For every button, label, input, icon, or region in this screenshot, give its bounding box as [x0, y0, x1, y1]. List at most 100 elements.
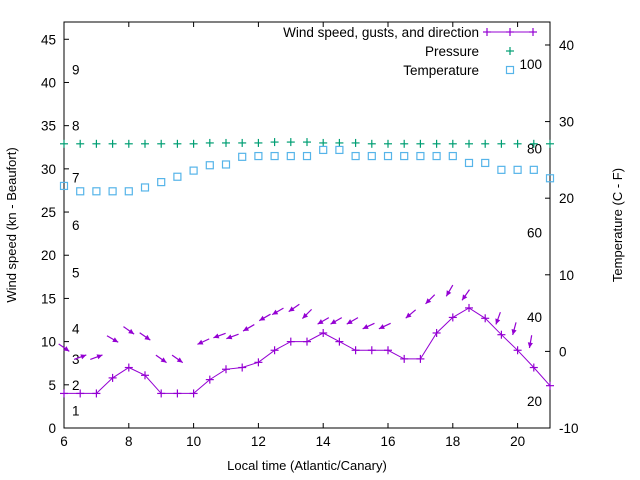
temperature-point	[108, 187, 117, 196]
pressure-point	[108, 139, 117, 148]
wind-speed-point	[432, 328, 441, 337]
wind-direction-arrow	[226, 333, 239, 340]
pressure-point	[497, 139, 506, 148]
temperature-point	[448, 151, 457, 161]
pressure-point	[416, 139, 425, 148]
wind-speed-point	[141, 371, 149, 380]
wind-speed-point	[384, 346, 392, 355]
pressure-point	[286, 138, 295, 147]
wind-speed-point	[481, 314, 490, 323]
y-tick-label: 0	[48, 421, 56, 436]
pressure-point	[513, 139, 522, 148]
legend-label: Pressure	[425, 44, 479, 59]
wind-speed-point	[124, 363, 133, 372]
wind-direction-arrow	[139, 332, 151, 341]
temperature-point	[319, 145, 328, 155]
x-tick-label: 10	[186, 434, 201, 449]
pressure-point	[173, 139, 182, 148]
beaufort-label: 9	[72, 63, 80, 78]
beaufort-label: 8	[72, 119, 80, 134]
temperature-point	[270, 151, 279, 161]
x-tick-label: 16	[380, 434, 395, 449]
temperature-point	[400, 151, 409, 161]
temperature-point	[302, 151, 312, 161]
wind-speed-point	[367, 346, 376, 355]
wind-direction-arrow	[301, 308, 313, 319]
temperature-point	[189, 166, 198, 175]
wind-direction-arrow	[90, 354, 103, 360]
temperature-point	[335, 145, 344, 155]
wind-direction-arrow	[527, 335, 533, 349]
y-tick-label: 20	[41, 248, 56, 263]
legend-marker	[529, 28, 537, 36]
beaufort-label: 7	[72, 170, 80, 185]
temperature-point	[432, 151, 441, 161]
wind-speed-point	[448, 313, 457, 322]
x-tick-label: 18	[445, 434, 460, 449]
temperature-point	[157, 178, 166, 187]
wind-direction-arrow	[330, 317, 343, 325]
temperature-point	[383, 151, 393, 161]
wind-speed-point	[92, 389, 101, 398]
wind-direction-arrow	[171, 354, 184, 364]
wind-speed-point	[400, 354, 409, 363]
pressure-point	[367, 139, 376, 148]
wind-speed-point	[254, 358, 263, 367]
wind-speed-point	[189, 389, 198, 398]
wind-speed-point	[76, 389, 85, 398]
temperature-point	[286, 151, 295, 161]
wind-direction-arrow	[346, 317, 359, 325]
y-tick-label: 15	[41, 291, 56, 306]
legend-label: Wind speed, gusts, and direction	[283, 25, 479, 40]
fahrenheit-label: 20	[527, 394, 542, 409]
wind-speed-point	[303, 337, 311, 346]
temperature-point	[205, 161, 214, 170]
x-tick-label: 14	[316, 434, 332, 449]
pressure-point	[432, 139, 441, 148]
y2-tick-label: -10	[559, 421, 579, 436]
wind-speed-point	[465, 303, 473, 312]
temperature-point	[481, 158, 490, 168]
temperature-point	[513, 165, 522, 174]
wind-direction-arrow	[73, 354, 87, 360]
wind-speed-point	[529, 363, 538, 372]
temperature-point	[238, 152, 247, 161]
pressure-point	[319, 138, 328, 147]
wind-speed-point	[286, 337, 295, 346]
beaufort-label: 6	[72, 218, 80, 233]
wind-direction-arrow	[258, 313, 271, 322]
y2-tick-label: 40	[559, 38, 574, 53]
y-tick-label: 30	[41, 162, 56, 177]
pressure-point	[254, 138, 263, 147]
pressure-point	[92, 139, 101, 148]
x-tick-label: 6	[60, 434, 68, 449]
legend-marker	[483, 28, 491, 36]
fahrenheit-label: 60	[527, 226, 542, 241]
temperature-point	[92, 187, 101, 196]
legend-label: Temperature	[403, 63, 479, 78]
wind-direction-arrow	[197, 338, 210, 345]
y-axis-title: Wind speed (kn - Beaufort)	[4, 147, 19, 302]
wind-speed-point	[157, 389, 166, 398]
temperature-point	[254, 151, 263, 161]
wind-direction-arrow	[317, 317, 330, 325]
plot-border	[63, 21, 551, 429]
pressure-point	[448, 139, 457, 148]
beaufort-label: 2	[72, 378, 80, 393]
wind-direction-arrow	[242, 324, 255, 332]
beaufort-label: 4	[72, 322, 80, 337]
pressure-point	[529, 139, 538, 148]
wind-speed-line	[64, 307, 551, 394]
pressure-point	[157, 139, 166, 148]
wind-direction-arrow	[378, 322, 391, 330]
x-tick-label: 12	[251, 434, 266, 449]
pressure-point	[465, 139, 473, 148]
temperature-point	[173, 172, 182, 181]
temperature-point	[351, 151, 360, 161]
y-tick-label: 40	[41, 75, 56, 90]
fahrenheit-label: 40	[527, 310, 542, 325]
wind-speed-point	[319, 328, 328, 337]
fahrenheit-label: 80	[527, 141, 542, 156]
y-tick-label: 5	[48, 378, 56, 393]
